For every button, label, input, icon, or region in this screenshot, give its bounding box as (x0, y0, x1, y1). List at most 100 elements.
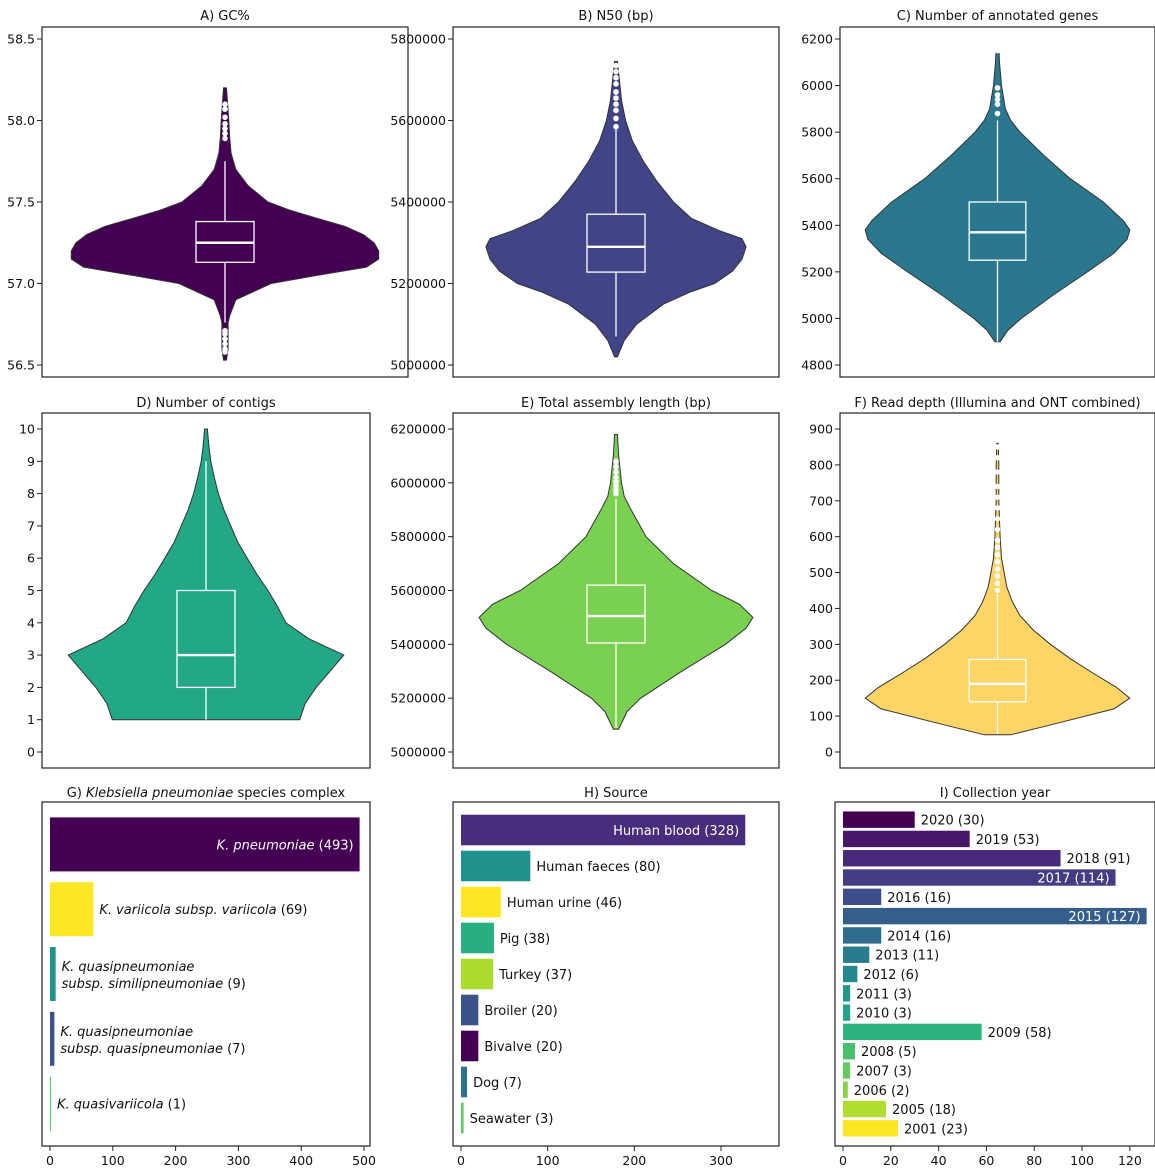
outlier-point (613, 474, 619, 481)
y-tick-label: 5 (27, 583, 35, 598)
y-tick-label: 58.5 (7, 32, 35, 47)
bar (461, 1066, 468, 1098)
bar-label: Human faeces (80) (536, 860, 660, 875)
bar-label: 2001 (23) (904, 1122, 968, 1137)
y-tick-label: 4 (27, 615, 35, 630)
y-tick-label: 6000000 (390, 475, 446, 490)
outlier-point (222, 336, 228, 342)
bar-label: Pig (38) (500, 932, 550, 947)
panel-title-prefix: G) (67, 786, 86, 801)
bar-label: 2005 (18) (892, 1103, 956, 1118)
y-tick-label: 57.5 (7, 195, 35, 210)
outlier-point (994, 454, 1001, 461)
bar-label: 2015 (127) (1068, 910, 1140, 925)
bar-label: K. quasivariicola (1) (57, 1098, 186, 1113)
panel-title-rest: species complex (233, 786, 345, 801)
y-tick-label: 5000000 (390, 745, 446, 760)
bar (50, 882, 94, 937)
bar (461, 886, 501, 918)
outlier-point (994, 483, 1001, 490)
y-tick-label: 200 (809, 673, 833, 688)
y-tick-label: 8 (27, 486, 35, 501)
x-tick-label: 100 (101, 1153, 125, 1168)
x-tick-label: 80 (1026, 1153, 1042, 1168)
bar (843, 1081, 848, 1098)
bar (843, 1042, 855, 1060)
outlier-point (613, 123, 619, 130)
y-tick-label: 6200000 (390, 422, 446, 437)
bar-label: 2010 (3) (856, 1007, 912, 1022)
bar-label: 2017 (114) (1037, 872, 1109, 887)
outlier-point (613, 89, 619, 95)
y-tick-label: 5600 (801, 171, 833, 186)
bar (843, 1023, 982, 1041)
box-iqr (968, 658, 1027, 703)
bar (461, 814, 746, 846)
bar-label: 2016 (16) (887, 891, 951, 906)
bar-label-count: (69) (277, 903, 308, 918)
y-tick-label: 57.0 (7, 276, 35, 291)
y-tick-label: 4800 (801, 358, 833, 373)
x-tick-label: 300 (226, 1153, 250, 1168)
panel-frame (839, 26, 1155, 378)
outlier-point (994, 110, 1001, 117)
y-tick-label: 6 (27, 551, 35, 566)
bar (843, 1120, 898, 1137)
bar-label: Bivalve (20) (484, 1040, 562, 1055)
bar-label: Seawater (3) (470, 1112, 554, 1127)
x-tick-label: 0 (839, 1153, 847, 1168)
bar (843, 1004, 851, 1021)
y-tick-label: 5600000 (390, 583, 446, 598)
y-tick-label: 600 (809, 529, 833, 544)
outlier-point (994, 544, 1001, 551)
bar-label: 2020 (30) (921, 814, 985, 829)
y-tick-label: 56.5 (7, 358, 35, 373)
panel-title: I) Collection year (940, 786, 1051, 801)
y-tick-label: 10 (19, 422, 35, 437)
y-tick-label: 400 (809, 601, 833, 616)
bar (50, 947, 56, 1001)
panel-title: C) Number of annotated genes (897, 9, 1099, 24)
bar (50, 1076, 51, 1131)
bar-label: 2018 (91) (1067, 852, 1131, 867)
bar-label: K. pneumoniae (493) (217, 838, 354, 853)
bar-label: 2011 (3) (856, 987, 912, 1002)
y-tick-label: 6000 (801, 78, 833, 93)
y-tick-label: 500 (809, 565, 833, 580)
y-tick-label: 5000 (801, 311, 833, 326)
bar-label-italic: K. variicola subsp. variicola (99, 903, 276, 918)
y-tick-label: 3 (27, 648, 35, 663)
y-tick-label: 900 (809, 422, 833, 437)
bar-label-count: (1) (164, 1098, 187, 1113)
bar-label: 2012 (6) (863, 968, 919, 983)
panel-H: H) Source Human blood (328) Human faeces (… (452, 786, 780, 1168)
outlier-point (994, 526, 1001, 533)
panel-title: H) Source (584, 786, 648, 801)
bar (843, 869, 1116, 886)
box-iqr (586, 213, 646, 273)
x-tick-label: 200 (164, 1153, 188, 1168)
bar-label: 2007 (3) (856, 1064, 912, 1079)
panel-frame (41, 801, 371, 1147)
outlier-point (613, 95, 619, 101)
y-tick-label: 5600000 (390, 113, 446, 128)
bar-label: Human blood (328) (613, 824, 739, 839)
x-tick-label: 100 (1070, 1153, 1094, 1168)
outlier-point (613, 458, 619, 465)
outlier-point (222, 327, 228, 334)
outlier-point (994, 44, 1001, 50)
bar (461, 1102, 464, 1134)
x-tick-label: 40 (931, 1153, 947, 1168)
outlier-point (994, 566, 1001, 572)
panel-C: C) Number of annotated genes 4800 5000 5200… (801, 9, 1155, 378)
outlier-point (994, 551, 1001, 558)
bar-label-italic: subsp. similipneumoniae (62, 977, 224, 992)
outlier-point (994, 587, 1001, 594)
box-iqr (176, 589, 236, 689)
panel-D: D) Number of contigs 0 1 2 3 4 5 6 7 8 9 10 (19, 396, 371, 769)
bar-label: 2008 (5) (861, 1045, 917, 1060)
panel-frame (452, 801, 780, 1147)
bar-label-count: (7) (223, 1042, 246, 1057)
outlier-point (613, 115, 619, 122)
panel-title: G) Klebsiella pneumoniae species complex (67, 786, 346, 801)
